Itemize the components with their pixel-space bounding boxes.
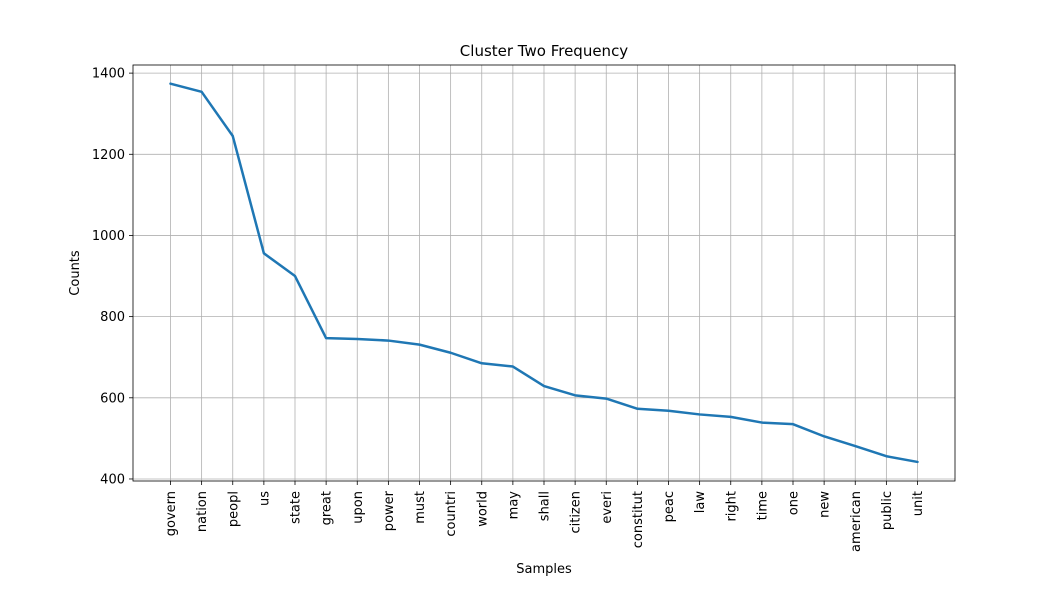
data-point [636, 408, 638, 410]
x-tick-label: peopl [226, 491, 241, 527]
series-line [169, 82, 919, 464]
x-tick-label: may [506, 491, 521, 520]
data-point [325, 337, 327, 339]
y-tick-label: 600 [100, 391, 125, 406]
data-point [387, 339, 389, 341]
y-tick-label: 400 [100, 472, 125, 487]
x-axis-label: Samples [516, 562, 572, 577]
x-tick-label: power [382, 490, 397, 531]
data-point [854, 445, 856, 447]
data-point [916, 461, 918, 463]
data-point [169, 82, 171, 84]
y-tick-label: 1200 [92, 148, 125, 163]
data-point [481, 362, 483, 364]
chart-title: Cluster Two Frequency [460, 42, 629, 60]
y-tick-label: 800 [100, 310, 125, 325]
x-tick-label: nation [195, 491, 210, 532]
data-point [232, 135, 234, 137]
data-point [200, 91, 202, 93]
x-axis-ticks: govern nation peopl us state great upon power mu… [164, 481, 926, 552]
x-tick-label: govern [164, 491, 179, 536]
data-point [294, 275, 296, 277]
x-tick-label: one [787, 491, 802, 515]
data-point [823, 435, 825, 437]
data-point [356, 338, 358, 340]
y-axis-ticks: 400 600 800 1000 1200 1400 [92, 67, 133, 487]
data-point [885, 455, 887, 457]
data-point [449, 352, 451, 354]
x-tick-label: everi [600, 491, 615, 524]
data-point [792, 423, 794, 425]
x-tick-label: great [320, 491, 335, 525]
x-tick-label: countri [444, 491, 459, 537]
data-point [761, 421, 763, 423]
x-tick-label: new [818, 491, 833, 518]
x-tick-label: constitut [631, 491, 646, 548]
x-tick-label: law [693, 491, 708, 514]
x-tick-label: time [755, 491, 770, 520]
x-tick-label: world [475, 491, 490, 527]
data-point [418, 343, 420, 345]
data-point [667, 410, 669, 412]
y-tick-label: 1400 [92, 67, 125, 82]
x-tick-label: peac [662, 491, 677, 522]
x-tick-label: right [724, 491, 739, 522]
x-tick-label: shall [538, 491, 553, 521]
data-point [512, 365, 514, 367]
data-point [543, 385, 545, 387]
x-tick-label: must [413, 491, 428, 524]
x-tick-label: public [880, 491, 895, 530]
x-tick-label: american [849, 491, 864, 552]
data-point [574, 394, 576, 396]
data-point [698, 413, 700, 415]
grid-lines [133, 65, 955, 481]
x-tick-label: state [289, 491, 304, 524]
x-tick-label: us [257, 491, 272, 506]
y-axis-label: Counts [68, 250, 83, 296]
x-tick-label: citizen [569, 491, 584, 534]
data-point [605, 397, 607, 399]
x-tick-label: unit [911, 491, 926, 516]
y-tick-label: 1000 [92, 229, 125, 244]
x-tick-label: upon [351, 491, 366, 524]
data-point [730, 416, 732, 418]
data-point [263, 252, 265, 254]
